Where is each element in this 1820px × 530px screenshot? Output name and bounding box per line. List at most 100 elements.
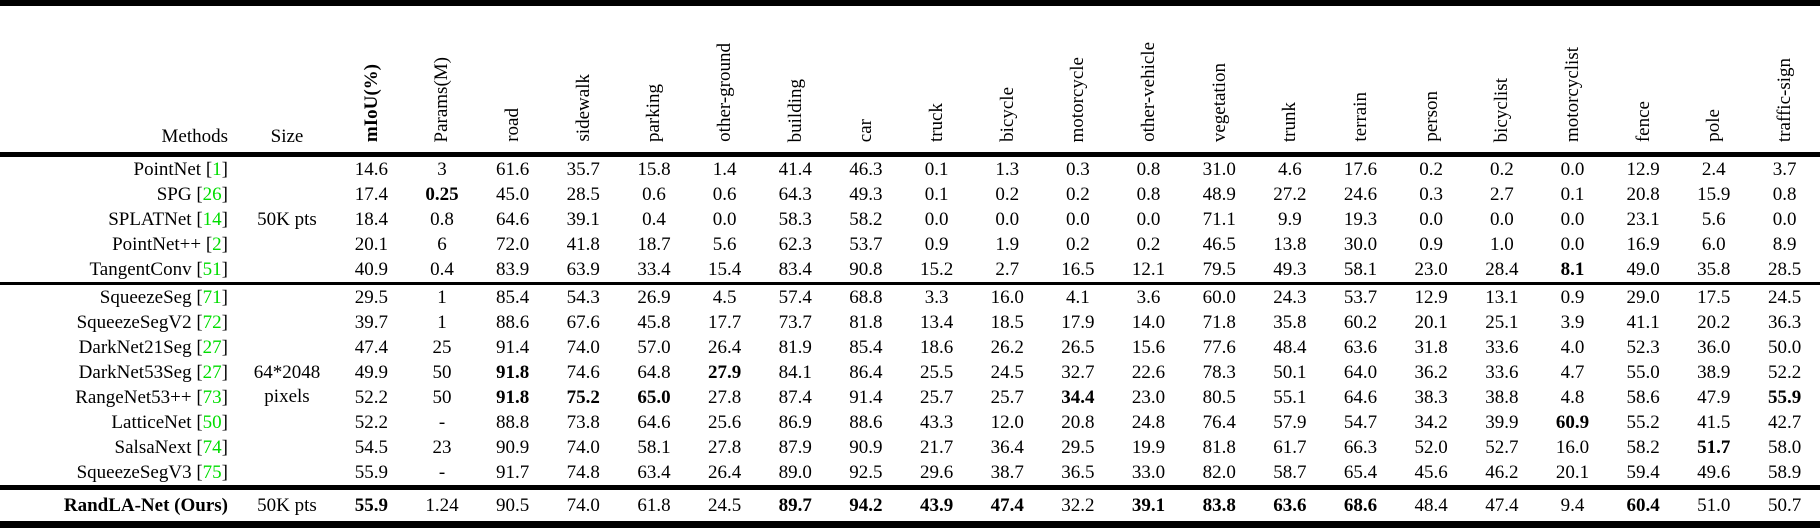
metric-cell: 60.4: [1607, 485, 1679, 525]
method-name: LatticeNet [50]: [111, 412, 228, 433]
citation-ref[interactable]: 73: [202, 387, 222, 408]
metric-cell: 24.8: [1131, 412, 1166, 433]
metric-cell: 32.2: [1042, 485, 1114, 525]
metric-cell: 33.6: [1485, 337, 1519, 358]
metric-cell: 80.5: [1202, 387, 1236, 408]
row-group-3: RandLA-Net (Ours) 50K pts 55.9 1.24 90.5 74.0…: [0, 485, 1820, 525]
citation-ref[interactable]: 50: [202, 412, 222, 433]
metric-cell: 57.9: [1273, 412, 1307, 433]
method-label: SPG: [156, 184, 192, 205]
metric-cell: 40.9: [354, 259, 388, 280]
method-label: DarkNet21Seg: [78, 337, 192, 358]
metric-cell: 0.4: [642, 209, 666, 230]
metric-cell: 58.2: [1626, 437, 1660, 458]
citation-ref[interactable]: 2: [212, 234, 222, 255]
size-label-line: pixels: [264, 386, 310, 407]
metric-cell: 26.2: [990, 337, 1024, 358]
metric-cell: 26.4: [707, 337, 742, 358]
metric-cell: 27.8: [707, 437, 742, 458]
metric-cell: 18.6: [919, 337, 954, 358]
method-label: PointNet: [133, 159, 202, 180]
metric-cell: 0.8: [1136, 159, 1161, 180]
method-label: SqueezeSeg: [99, 287, 192, 308]
citation-ref[interactable]: 51: [202, 259, 222, 280]
metric-cell: 38.7: [990, 462, 1024, 483]
metric-cell: 89.0: [778, 462, 812, 483]
metric-cell: 18.7: [637, 234, 671, 255]
metric-cell: 15.8: [637, 159, 671, 180]
method-name: SqueezeSegV3 [75]: [76, 462, 228, 483]
citation-ref[interactable]: 75: [202, 462, 222, 483]
metric-cell: 4.7: [1560, 362, 1585, 383]
metric-cell: 54.5: [354, 437, 388, 458]
metric-cell: 31.8: [1414, 337, 1448, 358]
method-name: RangeNet53++ [73]: [75, 387, 228, 408]
metric-cell: 51.7: [1697, 437, 1731, 458]
metric-cell: 27.9: [707, 362, 742, 383]
metric-cell: 55.9: [1767, 387, 1802, 408]
column-header-pole: pole: [1678, 3, 1750, 157]
metric-cell: 24.5: [990, 362, 1024, 383]
rotated-column-label: vegetation: [1208, 62, 1230, 142]
citation-ref[interactable]: 14: [202, 209, 222, 230]
metric-cell: 0.0: [1066, 209, 1090, 230]
metric-cell: 39.1: [1113, 485, 1184, 525]
metric-cell: 14.0: [1131, 312, 1166, 333]
column-header-road: road: [477, 3, 548, 157]
metric-cell: 57.0: [637, 337, 671, 358]
metric-cell: 27.2: [1273, 184, 1307, 205]
column-header-truck: truck: [901, 3, 972, 157]
citation-ref[interactable]: 1: [212, 159, 222, 180]
column-header-size: Size: [238, 3, 336, 157]
metric-cell: 41.5: [1697, 412, 1731, 433]
rotated-column-label: truck: [926, 102, 948, 142]
citation-ref[interactable]: 27: [202, 362, 222, 383]
metric-cell: 1.3: [995, 159, 1020, 180]
citation-ref[interactable]: 74: [202, 437, 222, 458]
metric-cell: 43.3: [919, 412, 954, 433]
metric-cell: 74.0: [547, 485, 619, 525]
metric-cell: 15.6: [1131, 337, 1166, 358]
metric-cell: 55.9: [336, 485, 407, 525]
citation-ref[interactable]: 72: [202, 312, 222, 333]
metric-cell: 19.3: [1343, 209, 1378, 230]
metric-cell: 82.0: [1202, 462, 1236, 483]
metric-cell: 39.9: [1485, 412, 1519, 433]
metric-cell: 9.4: [1537, 485, 1608, 525]
metric-cell: 0.8: [430, 209, 454, 230]
table-row: SPG [26] 17.4 0.25 45.0 28.5 0.6 0.6 64.3 49.3 0.…: [0, 182, 1820, 207]
metric-cell: 57.4: [759, 282, 831, 310]
metric-cell: 23.0: [1414, 259, 1448, 280]
table-row: SqueezeSegV2 [72] 39.7 1 88.6 67.6 45.8 17.7 73…: [0, 310, 1820, 335]
metric-cell: 1.0: [1489, 234, 1514, 255]
metric-cell: 0.3: [1419, 184, 1444, 205]
metric-cell: 49.0: [1626, 259, 1660, 280]
metric-cell: 53.7: [849, 234, 883, 255]
method-name: PointNet [1]: [133, 159, 228, 180]
citation-ref[interactable]: 26: [202, 184, 222, 205]
metric-cell: 28.4: [1485, 259, 1519, 280]
size-cell: 64*2048 pixels: [238, 282, 336, 488]
rotated-column-label: traffic-sign: [1774, 57, 1796, 142]
metric-cell: 90.9: [496, 437, 530, 458]
metric-cell: 48.9: [1202, 184, 1236, 205]
citation-ref[interactable]: 27: [202, 337, 222, 358]
metric-cell: 13.1: [1466, 282, 1538, 310]
column-header-miou-: mIoU(%): [336, 3, 407, 157]
metric-cell: 36.0: [1697, 337, 1731, 358]
metric-cell: -: [438, 412, 446, 433]
metric-cell: 3.9: [1560, 312, 1585, 333]
metric-cell: 83.9: [496, 259, 530, 280]
metric-cell: 71.1: [1202, 209, 1236, 230]
metric-cell: 66.3: [1343, 437, 1378, 458]
metric-cell: 15.2: [919, 259, 954, 280]
metric-cell: 58.1: [637, 437, 671, 458]
size-label-line: 50K pts: [257, 208, 317, 230]
row-group-1: PointNet [1] 50K pts 14.6 3 61.6 35.7 15.8 1.4 4…: [0, 155, 1820, 284]
metric-cell: 4.6: [1277, 159, 1302, 180]
metric-cell: 1.24: [406, 485, 478, 525]
table-row: DarkNet53Seg [27] 49.9 50 91.8 74.6 64.8 27.9 8…: [0, 360, 1820, 385]
metric-cell: 16.9: [1626, 234, 1660, 255]
citation-ref[interactable]: 71: [202, 287, 222, 308]
metric-cell: 91.8: [496, 362, 530, 383]
